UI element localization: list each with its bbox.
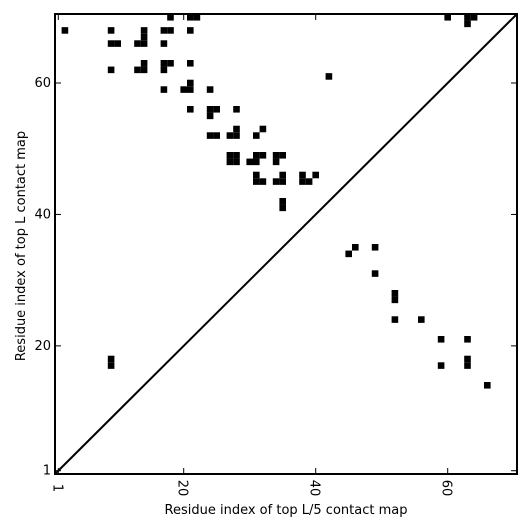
contact-cell-top-l: [160, 40, 168, 47]
contact-cell-top-l5: [345, 250, 352, 258]
contact-cell-top-l5: [371, 244, 379, 251]
contact-cell-top-l: [107, 27, 115, 34]
contact-cell-top-l: [253, 171, 260, 179]
contact-cell-top-l: [187, 60, 194, 67]
contact-cell-top-l: [206, 132, 214, 139]
contact-cell-top-l5: [437, 362, 445, 369]
contact-cell-top-l: [134, 40, 141, 47]
contact-cell-top-l: [470, 14, 478, 21]
contact-cell-top-l5: [391, 290, 399, 297]
contact-cell-top-l5: [484, 382, 491, 389]
x-tick-label: 60: [439, 480, 454, 497]
contact-cell-top-l: [160, 60, 168, 67]
contact-cell-top-l: [464, 14, 471, 21]
contact-cell-top-l: [246, 158, 253, 166]
contact-cell-top-l: [193, 14, 201, 21]
contact-cell-top-l: [140, 27, 148, 34]
contact-cell-top-l: [213, 106, 220, 113]
contact-cell-top-l: [167, 60, 174, 67]
contact-cell-top-l: [61, 27, 69, 34]
contact-cell-top-l: [253, 178, 260, 185]
contact-cell-top-l: [140, 66, 148, 74]
plot-frame: [54, 13, 518, 475]
contact-cell-top-l: [272, 158, 280, 166]
contact-cell-top-l: [213, 132, 220, 139]
contact-cell-top-l: [187, 86, 194, 93]
contact-cell-top-l: [279, 204, 286, 212]
diagonal-line: [54, 13, 518, 475]
contact-cell-top-l: [259, 152, 267, 159]
x-axis-label: Residue index of top L/5 contact map: [165, 503, 408, 518]
contact-cell-top-l: [259, 125, 267, 133]
contact-cell-top-l: [233, 125, 240, 133]
contact-cell-top-l: [114, 40, 121, 47]
contact-cell-top-l: [206, 86, 214, 93]
contact-cell-top-l: [160, 66, 168, 74]
x-tick-label: 40: [307, 480, 322, 497]
contact-cell-top-l5: [464, 362, 471, 369]
contact-cell-top-l: [226, 152, 234, 159]
y-tick-label: 40: [34, 207, 51, 222]
contact-cell-top-l: [305, 178, 313, 185]
contact-cell-top-l: [226, 132, 234, 139]
contact-cell-top-l: [107, 40, 115, 47]
contact-cell-top-l: [226, 158, 234, 166]
y-tick-label: 1: [43, 464, 51, 479]
contact-cell-top-l: [279, 198, 286, 205]
contact-cell-top-l: [272, 152, 280, 159]
x-tick-label: 1: [49, 484, 64, 492]
y-axis-label: Residue index of top L contact map: [14, 131, 29, 361]
contact-cell-top-l: [140, 40, 148, 47]
contact-cell-top-l5: [391, 296, 399, 304]
contact-cell-top-l: [107, 355, 115, 363]
contact-cell-top-l: [134, 66, 141, 74]
contact-cell-top-l: [279, 152, 286, 159]
contact-cell-top-l: [299, 178, 306, 185]
contact-cells: [61, 14, 491, 389]
contact-cell-top-l: [206, 106, 214, 113]
contact-cell-top-l: [299, 171, 306, 179]
contact-cell-top-l5: [464, 355, 471, 363]
contact-cell-top-l: [259, 178, 267, 185]
contact-cell-top-l: [167, 27, 174, 34]
contact-cell-top-l: [253, 152, 260, 159]
contact-cell-top-l: [253, 158, 260, 166]
contact-cell-top-l: [233, 158, 240, 166]
contact-cell-top-l: [180, 86, 187, 93]
contact-cell-top-l: [140, 33, 148, 41]
contact-cell-top-l: [253, 132, 260, 139]
contact-cell-top-l5: [437, 336, 445, 343]
y-tick-label: 20: [34, 339, 51, 354]
contact-cell-top-l5: [352, 244, 359, 251]
contact-cell-top-l5: [418, 316, 425, 323]
contact-cell-top-l: [279, 178, 286, 185]
contact-cell-top-l: [272, 178, 280, 185]
contact-cell-top-l: [107, 66, 115, 74]
contact-cell-top-l: [187, 79, 194, 87]
contact-cell-top-l: [187, 106, 194, 113]
x-tick-label: 20: [175, 480, 190, 497]
contact-cell-top-l5: [391, 316, 399, 323]
contact-cell-top-l5: [371, 270, 379, 277]
contact-cell-top-l: [140, 60, 148, 67]
contact-cell-top-l: [187, 14, 194, 21]
contact-cell-top-l: [107, 362, 115, 369]
contact-cell-top-l: [160, 86, 168, 93]
axis-ticks: 1 20 40 60 1 20 40 60: [34, 14, 517, 496]
contact-cell-top-l: [325, 73, 333, 80]
contact-cell-top-l5: [464, 336, 471, 343]
contact-cell-top-l: [187, 27, 194, 34]
contact-cell-top-l: [206, 112, 214, 120]
contact-cell-top-l: [233, 132, 240, 139]
contact-cell-top-l: [167, 14, 174, 21]
contact-cell-top-l: [464, 20, 471, 28]
contact-cell-top-l: [279, 171, 286, 179]
contact-cell-top-l: [233, 152, 240, 159]
y-tick-label: 60: [34, 76, 51, 91]
contact-cell-top-l: [233, 106, 240, 113]
contact-cell-top-l: [160, 27, 168, 34]
contact-cell-top-l: [312, 171, 319, 179]
